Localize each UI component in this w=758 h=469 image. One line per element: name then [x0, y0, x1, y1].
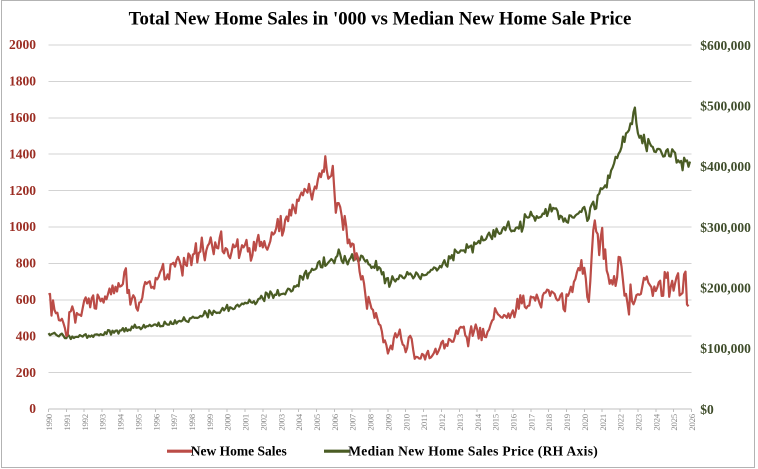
svg-text:1992: 1992	[80, 414, 90, 430]
svg-text:1991: 1991	[62, 414, 72, 430]
svg-text:1200: 1200	[9, 183, 36, 198]
svg-text:2021: 2021	[598, 414, 608, 430]
svg-text:0: 0	[29, 401, 36, 416]
svg-text:600: 600	[16, 292, 37, 307]
svg-text:2023: 2023	[634, 413, 644, 430]
svg-text:2001: 2001	[241, 414, 251, 430]
svg-text:$400,000: $400,000	[700, 159, 751, 174]
svg-text:1997: 1997	[169, 413, 179, 430]
svg-text:2008: 2008	[366, 413, 376, 430]
svg-text:2009: 2009	[384, 413, 394, 430]
svg-text:1000: 1000	[9, 219, 36, 234]
svg-text:2019: 2019	[562, 413, 572, 430]
svg-text:400: 400	[16, 328, 37, 343]
svg-text:1996: 1996	[151, 413, 161, 430]
svg-text:1990: 1990	[44, 413, 54, 430]
svg-text:$600,000: $600,000	[700, 38, 751, 53]
svg-text:2007: 2007	[348, 413, 358, 430]
svg-text:2003: 2003	[276, 413, 286, 430]
svg-text:2012: 2012	[437, 414, 447, 430]
svg-text:800: 800	[16, 256, 37, 271]
svg-text:1993: 1993	[98, 413, 108, 430]
svg-text:200: 200	[16, 365, 37, 380]
svg-text:2013: 2013	[455, 413, 465, 430]
svg-text:1400: 1400	[9, 146, 36, 161]
svg-text:$0: $0	[700, 402, 714, 417]
svg-text:2017: 2017	[526, 413, 536, 430]
svg-text:2025: 2025	[669, 413, 679, 430]
svg-text:1995: 1995	[133, 413, 143, 430]
svg-text:2010: 2010	[401, 413, 411, 430]
svg-text:$200,000: $200,000	[700, 281, 751, 296]
svg-text:1800: 1800	[9, 74, 36, 89]
svg-text:2000: 2000	[223, 413, 233, 430]
svg-text:2015: 2015	[491, 413, 501, 430]
svg-text:Median New Home Sales Price (R: Median New Home Sales Price (RH Axis)	[348, 444, 598, 459]
svg-text:2018: 2018	[544, 413, 554, 430]
svg-text:2014: 2014	[473, 413, 483, 430]
svg-text:$500,000: $500,000	[700, 99, 751, 114]
svg-text:Total New Home Sales in '000 v: Total New Home Sales in '000 vs Median N…	[129, 9, 632, 30]
svg-text:New Home Sales: New Home Sales	[191, 444, 287, 459]
svg-text:2026: 2026	[687, 413, 697, 430]
svg-text:$100,000: $100,000	[700, 341, 751, 356]
svg-text:1600: 1600	[9, 110, 36, 125]
svg-text:2000: 2000	[9, 37, 36, 52]
svg-text:2004: 2004	[294, 413, 304, 430]
svg-text:2002: 2002	[258, 414, 268, 430]
svg-text:2020: 2020	[580, 413, 590, 430]
svg-text:2022: 2022	[616, 414, 626, 430]
svg-text:2006: 2006	[330, 413, 340, 430]
svg-text:2005: 2005	[312, 413, 322, 430]
svg-text:1994: 1994	[116, 413, 126, 430]
svg-text:2016: 2016	[509, 413, 519, 430]
svg-text:1998: 1998	[187, 413, 197, 430]
svg-text:$300,000: $300,000	[700, 220, 751, 235]
svg-text:2011: 2011	[419, 414, 429, 430]
svg-text:2024: 2024	[651, 413, 661, 430]
svg-text:1999: 1999	[205, 413, 215, 430]
